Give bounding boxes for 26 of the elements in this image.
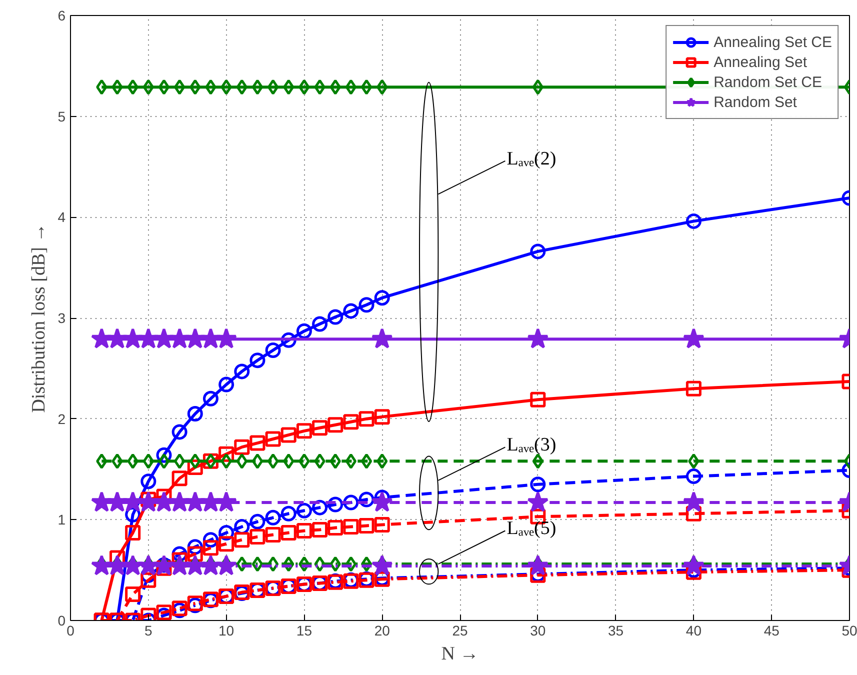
y-axis-title: Distribution loss [dB] →: [28, 223, 50, 413]
annotation: Lₐᵥₑ(3): [506, 434, 556, 456]
y-tick-label: 0: [58, 612, 66, 628]
y-tick-label: 1: [58, 512, 66, 528]
x-tick-label: 30: [530, 622, 546, 638]
y-tick-label: 4: [58, 209, 66, 226]
x-tick-label: 10: [218, 622, 234, 638]
x-tick-label: 20: [374, 622, 390, 638]
x-tick-label: 5: [144, 622, 153, 638]
annotation: Lₐᵥₑ(2): [506, 148, 556, 170]
y-tick-label: 5: [58, 108, 66, 124]
x-tick-label: 45: [764, 622, 780, 638]
legend-label: Random Set: [714, 94, 797, 110]
annotation: Lₐᵥₑ(5): [506, 518, 556, 540]
x-axis-title: N →: [441, 644, 479, 664]
legend-label: Random Set CE: [714, 74, 822, 90]
x-tick-label: 50: [842, 622, 857, 638]
x-tick-label: 15: [296, 622, 312, 638]
y-tick-label: 3: [58, 310, 66, 326]
legend-label: Annealing Set CE: [714, 34, 832, 50]
y-tick-label: 6: [58, 8, 66, 24]
x-tick-label: 35: [608, 622, 624, 638]
y-tick-label: 2: [58, 410, 66, 427]
x-tick-label: 25: [452, 622, 468, 638]
legend-label: Annealing Set: [714, 54, 807, 70]
x-tick-label: 40: [686, 622, 702, 638]
